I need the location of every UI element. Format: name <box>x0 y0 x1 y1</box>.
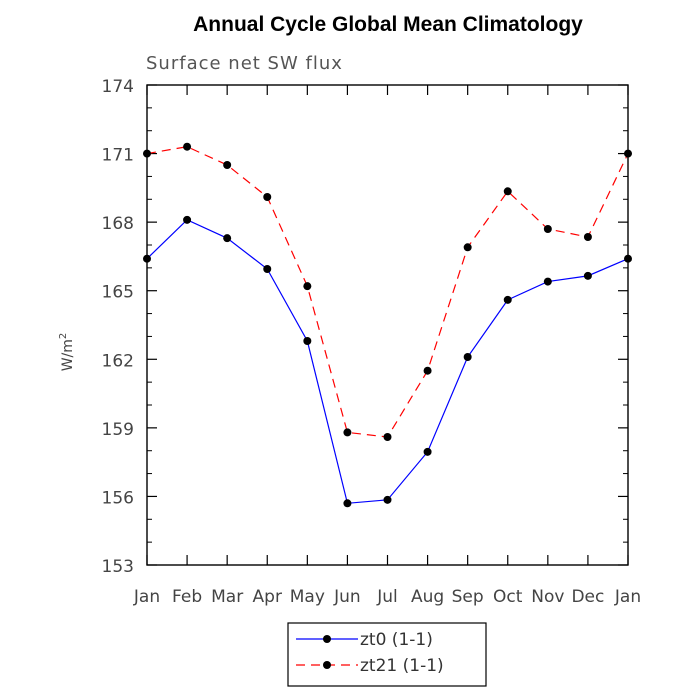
data-point <box>223 234 232 243</box>
x-tick-label: Mar <box>211 587 243 607</box>
legend-entries: zt0 (1-1) zt21 (1-1) <box>296 630 444 676</box>
data-point <box>343 428 352 437</box>
data-point <box>423 366 432 375</box>
y-tick-label: 159 <box>102 420 134 440</box>
data-point <box>503 187 512 196</box>
data-point <box>423 447 432 456</box>
y-axis-label: W/m2 <box>58 333 76 372</box>
y-tick-label: 168 <box>102 214 134 234</box>
y-tick-label: 162 <box>102 351 134 371</box>
x-tick-label: Oct <box>493 587 523 607</box>
legend-label: zt0 (1-1) <box>360 630 433 650</box>
series-line <box>146 219 629 504</box>
legend: zt0 (1-1) zt21 (1-1) <box>287 622 487 687</box>
x-tick-label: Jul <box>376 587 398 607</box>
data-point <box>463 353 472 361</box>
chart-subtitle: Surface net SW flux <box>146 53 343 74</box>
y-axis-label-superscript: 2 <box>58 333 69 339</box>
y-tick-label: 153 <box>102 557 134 577</box>
series-layer <box>143 142 632 508</box>
x-tick-label: Aug <box>411 587 444 607</box>
data-point <box>303 282 312 291</box>
x-tick-label: Dec <box>571 587 604 607</box>
chart-title: Annual Cycle Global Mean Climatology <box>193 13 583 36</box>
data-point <box>263 265 272 273</box>
series-line <box>146 146 629 438</box>
y-tick-label: 171 <box>102 146 134 166</box>
x-tick-label: May <box>290 587 325 607</box>
x-tick-label: Jun <box>333 587 361 607</box>
legend-marker <box>323 635 331 643</box>
data-point <box>583 233 592 241</box>
x-tick-label: Jan <box>614 587 641 607</box>
legend-marker <box>323 661 331 669</box>
series-1 <box>143 142 632 441</box>
x-tick-label: Nov <box>531 587 564 607</box>
data-point <box>223 161 232 169</box>
x-axis-labels: Jan Feb Mar Apr May Jun Jul Aug Sep Oct Nov Dec Jan <box>133 587 641 607</box>
y-axis-labels: 153 156 159 162 165 168 171 174 <box>102 77 134 577</box>
legend-box <box>287 622 487 687</box>
data-point <box>183 215 192 224</box>
data-point <box>343 499 352 508</box>
data-point <box>383 433 392 441</box>
data-point <box>263 193 272 201</box>
y-tick-label: 174 <box>102 77 134 97</box>
data-point <box>143 149 151 158</box>
data-point <box>624 254 632 263</box>
x-tick-label: Apr <box>253 587 282 607</box>
data-point <box>143 254 151 263</box>
data-point <box>383 495 392 504</box>
plot-frame <box>146 84 629 566</box>
x-tick-label: Jan <box>133 587 160 607</box>
series-0 <box>143 215 632 508</box>
data-point <box>503 295 512 304</box>
data-point <box>543 225 552 233</box>
data-point <box>303 337 312 345</box>
data-point <box>624 149 632 158</box>
data-point <box>183 142 192 151</box>
data-point <box>583 271 592 280</box>
y-tick-label: 165 <box>102 283 134 303</box>
legend-label: zt21 (1-1) <box>360 656 444 676</box>
y-tick-label: 156 <box>102 488 134 508</box>
x-tick-label: Sep <box>452 587 484 607</box>
data-point <box>543 277 552 286</box>
axis-ticks <box>146 84 629 566</box>
data-point <box>463 243 472 252</box>
x-tick-label: Feb <box>172 587 202 607</box>
y-axis-label-unit: W/m <box>60 339 76 371</box>
